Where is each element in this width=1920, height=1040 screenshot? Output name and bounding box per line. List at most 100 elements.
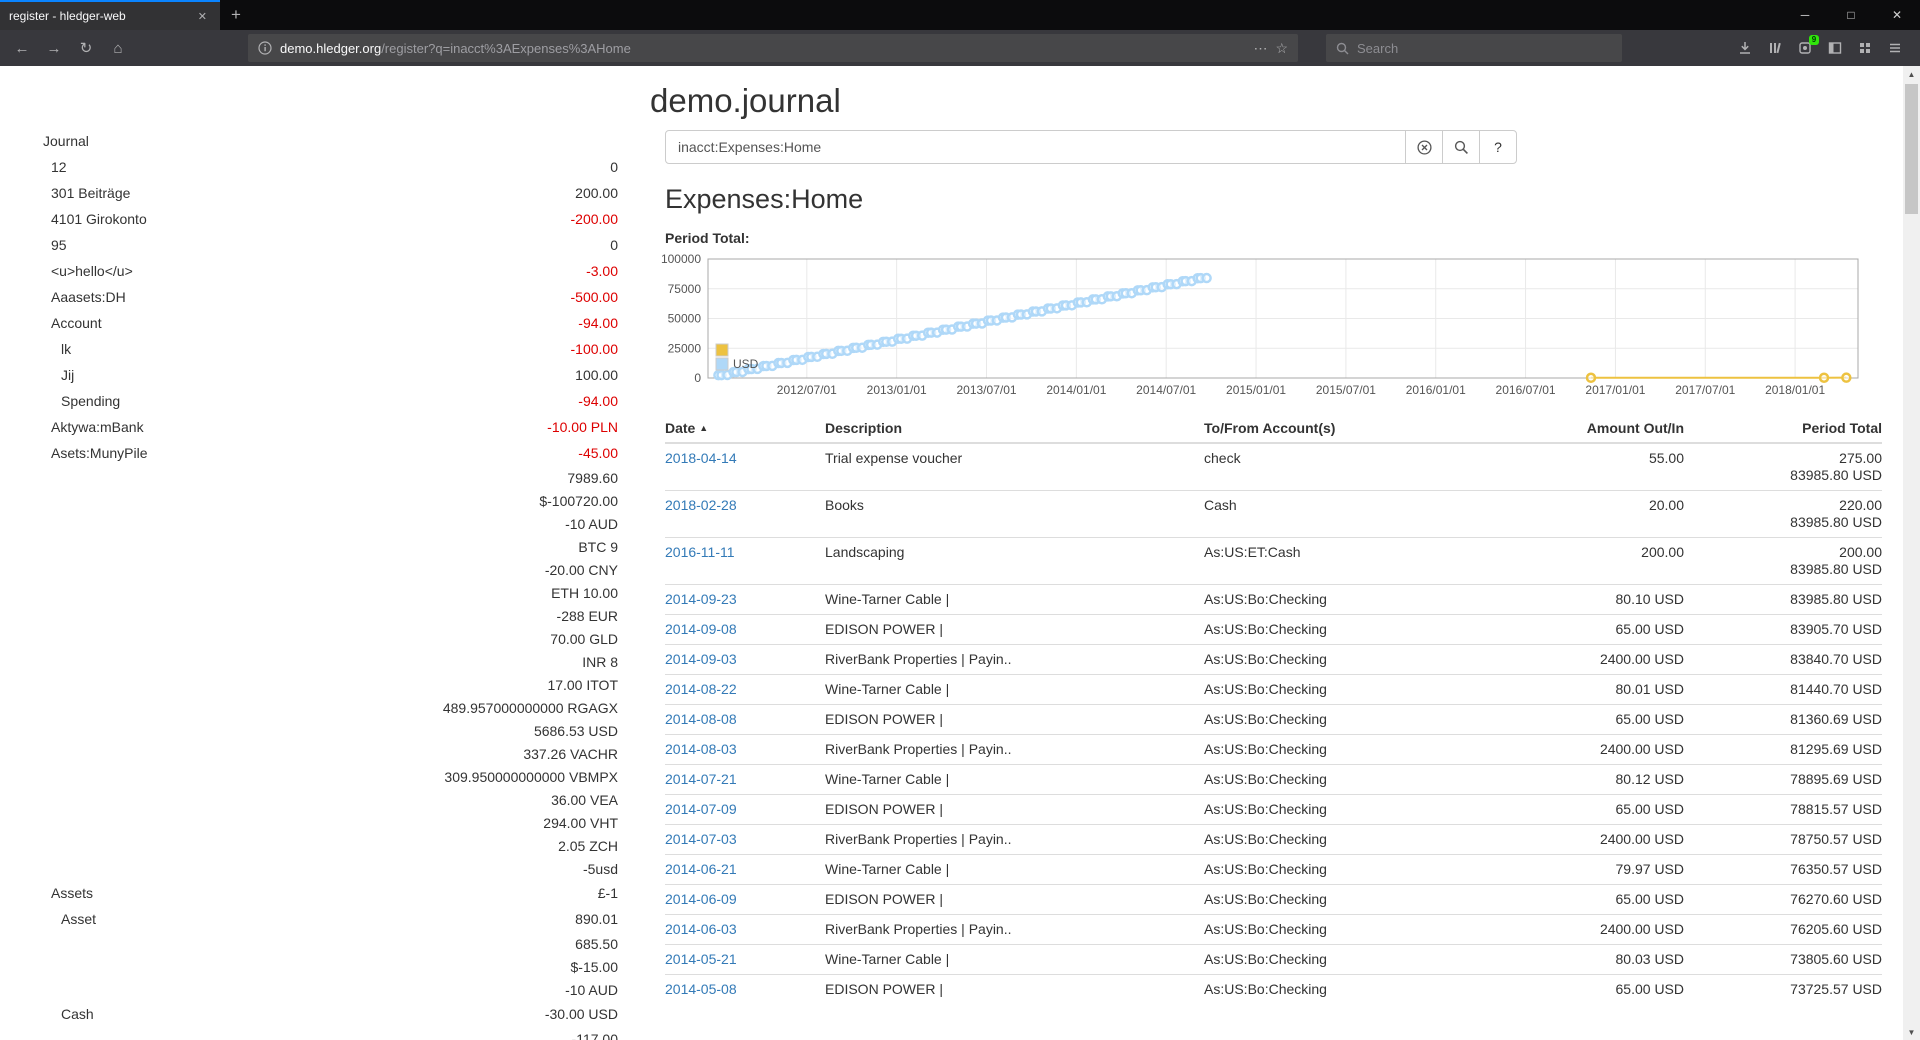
- date-column-header[interactable]: Date ▲: [665, 414, 825, 444]
- transaction-date-link[interactable]: 2014-05-21: [665, 951, 737, 967]
- account-balance: 100.00: [575, 367, 618, 383]
- help-button[interactable]: ?: [1479, 130, 1517, 164]
- transaction-date-link[interactable]: 2014-09-08: [665, 621, 737, 637]
- transaction-date-link[interactable]: 2014-08-08: [665, 711, 737, 727]
- account-link[interactable]: Aaasets:DH: [51, 289, 126, 305]
- period-total-amount: 83840.70 USD: [1684, 644, 1882, 675]
- sidebar-row: 36.00 VEA: [43, 788, 618, 811]
- account-balance: -3.00: [586, 263, 618, 279]
- sidebar-row: 4101 Girokonto -200.00: [43, 206, 618, 232]
- register-row: 2014-07-03 RiverBank Properties | Payin..…: [665, 824, 1882, 855]
- account-link[interactable]: 12: [51, 159, 67, 175]
- transaction-description: Wine-Tarner Cable |: [825, 674, 1204, 705]
- account-balance: -10.00 PLN: [547, 419, 618, 435]
- account-link[interactable]: Aktywa:mBank: [51, 419, 144, 435]
- account-balance: $-15.00: [570, 958, 618, 975]
- account-link[interactable]: 4101 Girokonto: [51, 211, 147, 227]
- transaction-date-link[interactable]: 2014-09-23: [665, 591, 737, 607]
- account-link[interactable]: lk: [61, 341, 72, 357]
- window-minimize-button[interactable]: ─: [1800, 8, 1810, 22]
- amount-out-in: 55.00: [1484, 442, 1684, 491]
- transaction-date-link[interactable]: 2014-07-03: [665, 831, 737, 847]
- transaction-date-link[interactable]: 2018-04-14: [665, 450, 737, 466]
- amount-out-in: 65.00 USD: [1484, 614, 1684, 645]
- sidebar-row: 95 0: [43, 232, 618, 258]
- journal-link[interactable]: Journal: [43, 133, 89, 149]
- browser-search-field[interactable]: Search: [1326, 34, 1622, 62]
- register-row: 2014-05-08 EDISON POWER | As:US:Bo:Checkin…: [665, 974, 1882, 1004]
- window-controls: ─ □ ✕: [1782, 0, 1920, 30]
- scrollbar-thumb[interactable]: [1905, 84, 1918, 214]
- bookmark-star-icon[interactable]: ☆: [1275, 39, 1288, 56]
- account-link[interactable]: 95: [51, 237, 67, 253]
- downloads-button[interactable]: [1736, 39, 1754, 57]
- browser-tab[interactable]: register - hledger-web ✕: [0, 0, 220, 30]
- forward-button[interactable]: →: [46, 39, 62, 57]
- x-tick-label: 2018/01/01: [1765, 383, 1825, 397]
- transaction-date-link[interactable]: 2014-08-22: [665, 681, 737, 697]
- account-link[interactable]: Account: [51, 315, 102, 331]
- account-link[interactable]: Asets:MunyPile: [51, 445, 148, 461]
- register-header-row: Date ▲ Description To/From Account(s) Am…: [665, 414, 1882, 444]
- transaction-date-link[interactable]: 2014-05-08: [665, 981, 737, 997]
- transaction-date-link[interactable]: 2014-07-21: [665, 771, 737, 787]
- account-balance: 2.05 ZCH: [558, 837, 618, 854]
- new-tab-button[interactable]: +: [231, 5, 241, 24]
- account-balance: -45.00: [578, 445, 618, 461]
- sidebar-button[interactable]: [1826, 39, 1844, 57]
- sidebar-rows: 12 0 301 Beiträge 200.00 4101 Girokonto -200.…: [43, 154, 618, 1040]
- url-domain: demo.hledger.org: [280, 40, 382, 56]
- transaction-date-link[interactable]: 2018-02-28: [665, 497, 737, 513]
- search-button[interactable]: [1442, 130, 1480, 164]
- period-total-chart: 2012/07/01 2013/01/01 2013/07/01 2014/01/01…: [661, 252, 1859, 397]
- grid-button[interactable]: [1856, 39, 1874, 57]
- scroll-down-icon[interactable]: ▼: [1907, 1027, 1916, 1037]
- account-link[interactable]: Asset: [61, 911, 97, 927]
- account-link[interactable]: 301 Beiträge: [51, 185, 131, 201]
- account-link[interactable]: <u>hello</u>: [51, 263, 133, 279]
- sidebar-row: Spending -94.00: [43, 388, 618, 414]
- back-button[interactable]: ←: [14, 39, 30, 57]
- extension-button[interactable]: 9: [1796, 35, 1819, 57]
- reload-button[interactable]: ↻: [79, 40, 93, 57]
- tofrom-account: As:US:Bo:Checking: [1204, 824, 1484, 855]
- search-placeholder: Search: [1357, 40, 1399, 56]
- amount-out-in: 80.12 USD: [1484, 764, 1684, 795]
- x-tick-label: 2012/07/01: [777, 383, 837, 397]
- account-link[interactable]: Assets: [51, 885, 94, 901]
- x-tick-label: 2013/07/01: [956, 383, 1016, 397]
- site-info-icon[interactable]: [258, 41, 272, 55]
- library-button[interactable]: [1766, 39, 1784, 57]
- account-link[interactable]: Jij: [61, 367, 75, 383]
- tab-close-icon[interactable]: ✕: [197, 10, 207, 23]
- home-button[interactable]: ⌂: [113, 39, 123, 57]
- tofrom-account: As:US:Bo:Checking: [1204, 794, 1484, 825]
- transaction-date-link[interactable]: 2014-06-09: [665, 891, 737, 907]
- page-actions-icon[interactable]: ⋯: [1253, 39, 1268, 56]
- query-input[interactable]: [665, 130, 1406, 164]
- tofrom-account: As:US:Bo:Checking: [1204, 884, 1484, 915]
- transaction-description: RiverBank Properties | Payin..: [825, 914, 1204, 945]
- transaction-date-link[interactable]: 2014-06-03: [665, 921, 737, 937]
- menu-icon[interactable]: [1886, 39, 1904, 57]
- sidebar-row: 2.05 ZCH: [43, 834, 618, 857]
- window-close-button[interactable]: ✕: [1891, 8, 1903, 22]
- account-link[interactable]: Spending: [61, 393, 121, 409]
- transaction-date-link[interactable]: 2014-08-03: [665, 741, 737, 757]
- window-maximize-button[interactable]: □: [1847, 8, 1855, 22]
- tofrom-account: As:US:Bo:Checking: [1204, 644, 1484, 675]
- sidebar-row: ETH 10.00: [43, 581, 618, 604]
- url-bar[interactable]: demo.hledger.org/register?q=inacct%3AExp…: [248, 34, 1298, 62]
- account-link[interactable]: Cash: [61, 1006, 94, 1022]
- clear-query-button[interactable]: [1405, 130, 1443, 164]
- page-scrollbar[interactable]: ▲ ▼: [1903, 66, 1920, 1040]
- account-balance: 309.950000000000 VBMPX: [444, 768, 618, 785]
- data-point: [1818, 372, 1830, 383]
- scroll-up-icon[interactable]: ▲: [1907, 69, 1916, 79]
- register-row: 2014-08-08 EDISON POWER | As:US:Bo:Checkin…: [665, 704, 1882, 735]
- account-balance: -500.00: [570, 289, 618, 305]
- transaction-date-link[interactable]: 2016-11-11: [665, 544, 735, 560]
- transaction-date-link[interactable]: 2014-09-03: [665, 651, 737, 667]
- transaction-date-link[interactable]: 2014-07-09: [665, 801, 737, 817]
- transaction-date-link[interactable]: 2014-06-21: [665, 861, 737, 877]
